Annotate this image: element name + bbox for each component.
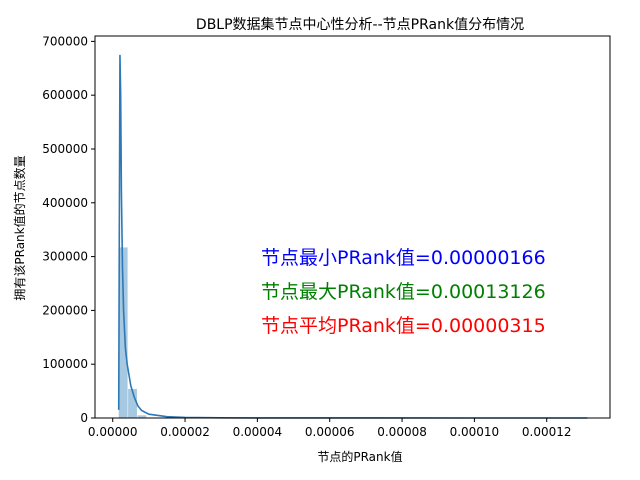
chart-title: DBLP数据集节点中心性分析--节点PRank值分布情况 — [196, 16, 524, 33]
y-axis: 0 100000 200000 300000 400000 500000 600000 700… — [42, 34, 95, 425]
x-tick-label: 0.00010 — [450, 425, 500, 439]
histogram-bar — [128, 388, 137, 418]
annotation-text: 节点平均PRank值=0.00000315 — [261, 315, 546, 337]
y-tick-label: 100000 — [42, 357, 88, 371]
y-tick-label: 400000 — [42, 196, 88, 210]
annotation-text: 节点最大PRank值=0.00013126 — [261, 281, 546, 303]
y-tick-label: 500000 — [42, 142, 88, 156]
y-tick-label: 700000 — [42, 34, 88, 48]
y-tick-label: 300000 — [42, 250, 88, 264]
plot-area — [117, 54, 588, 419]
y-tick-label: 0 — [80, 411, 88, 425]
histogram-bar — [118, 247, 128, 418]
x-tick-label: 0.00008 — [377, 425, 427, 439]
annotations: 节点最小PRank值=0.00000166 节点最大PRank值=0.000131… — [261, 247, 546, 337]
histogram-bar — [137, 415, 147, 418]
x-tick-label: 0.00000 — [88, 425, 138, 439]
y-tick-label: 200000 — [42, 303, 88, 317]
kde-line — [117, 54, 588, 419]
x-tick-label: 0.00002 — [160, 425, 210, 439]
x-tick-label: 0.00004 — [233, 425, 283, 439]
y-tick-label: 600000 — [42, 88, 88, 102]
plot-frame — [94, 35, 611, 419]
x-tick-label: 0.00006 — [305, 425, 355, 439]
x-axis-label: 节点的PRank值 — [317, 449, 402, 464]
y-axis-label: 拥有该PRank值的节点数量 — [12, 155, 27, 300]
annotation-text: 节点最小PRank值=0.00000166 — [261, 247, 546, 269]
x-axis: 0.00000 0.00002 0.00004 0.00006 0.00008 0.000… — [88, 418, 572, 439]
x-tick-label: 0.00012 — [522, 425, 572, 439]
